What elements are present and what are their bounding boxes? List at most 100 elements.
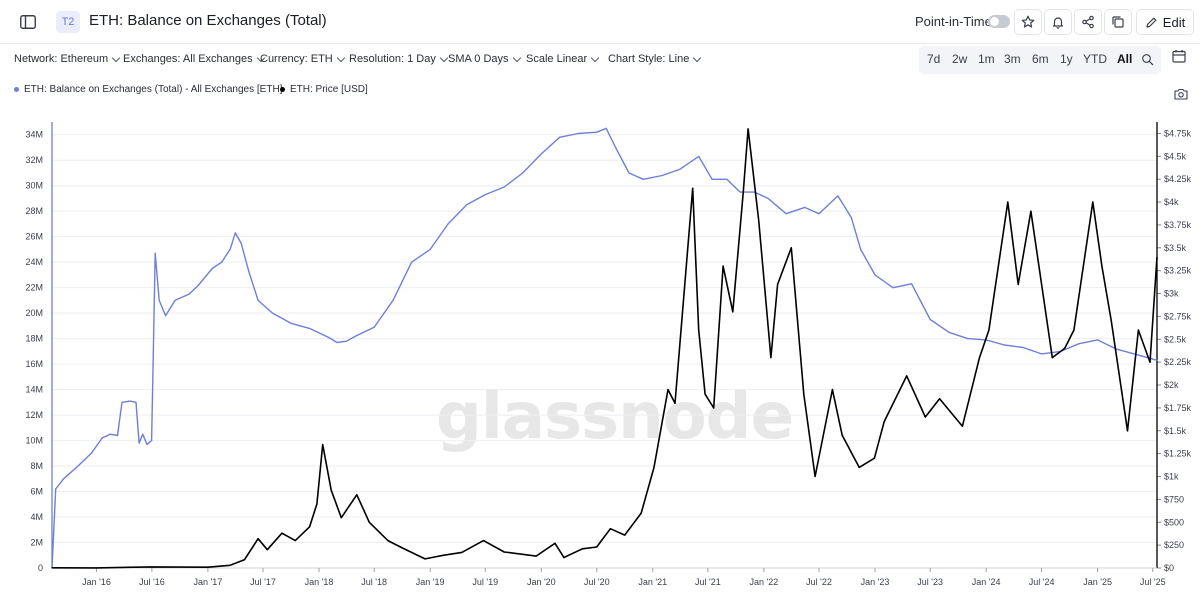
x-tick-label: Jul '17 [250, 577, 276, 587]
price-point [243, 559, 246, 561]
filter-chart-style[interactable]: Chart Style: Line [608, 53, 702, 65]
series-line-balance [51, 127, 1158, 569]
favorite-button[interactable] [1014, 9, 1042, 35]
balance-point [135, 401, 137, 403]
filter-scale-label: Scale Linear [526, 53, 588, 65]
y-right-tick-label: $3.25k [1164, 266, 1192, 276]
x-tick-label: Jan '23 [861, 577, 890, 587]
y-left-tick-label: 6M [30, 487, 43, 497]
price-point [151, 566, 153, 568]
price-point [340, 517, 342, 519]
x-tick-label: Jan '24 [972, 577, 1001, 587]
price-point [581, 548, 584, 550]
filter-scale[interactable]: Scale Linear [526, 53, 600, 65]
price-point [51, 567, 53, 569]
price-point [266, 549, 268, 551]
y-right-tick-label: $1k [1164, 472, 1179, 482]
y-left-tick-label: 32M [25, 155, 43, 165]
price-point [742, 192, 744, 194]
chevron-down-icon [693, 53, 702, 62]
share-button[interactable] [1074, 9, 1102, 35]
range-1m[interactable]: 1m [978, 52, 995, 66]
y-right-tick-label: $3.75k [1164, 220, 1192, 230]
y-left-tick-label: 10M [25, 436, 43, 446]
balance-point [221, 261, 223, 263]
edit-button[interactable]: Edit [1136, 9, 1194, 35]
balance-point [197, 284, 200, 286]
balance-point [948, 331, 950, 333]
filter-sma[interactable]: SMA 0 Days [448, 53, 521, 65]
legend-item-balance[interactable]: ETH: Balance on Exchanges (Total) - All … [14, 84, 282, 95]
filter-exchanges[interactable]: Exchanges: All Exchanges [123, 53, 265, 65]
chevron-down-icon [439, 53, 449, 62]
balance-point [234, 232, 236, 234]
balance-point [929, 318, 931, 321]
y-left-tick-label: 2M [30, 538, 43, 548]
balance-point [967, 338, 969, 340]
range-all[interactable]: All [1117, 52, 1133, 66]
range-3m[interactable]: 3m [1004, 52, 1021, 66]
price-point [563, 556, 565, 559]
balance-point [129, 400, 131, 402]
time-range-selector: 7d 2w 1m 3m 6m 1y YTD All [919, 46, 1161, 74]
range-7d[interactable]: 7d [927, 52, 941, 66]
alert-button[interactable] [1044, 9, 1072, 35]
sidebar-toggle-icon[interactable] [16, 10, 40, 34]
bell-icon [1052, 17, 1064, 29]
balance-point [308, 327, 311, 330]
price-point [624, 534, 626, 536]
price-point [692, 187, 694, 189]
filter-network[interactable]: Network: Ethereum [14, 53, 121, 65]
balance-point [1156, 359, 1158, 361]
x-tick-label: Jul '24 [1029, 577, 1055, 587]
range-ytd[interactable]: YTD [1083, 52, 1107, 66]
edit-button-label: Edit [1162, 14, 1186, 30]
price-point [674, 402, 676, 404]
filter-currency[interactable]: Currency: ETH [260, 53, 345, 65]
balance-point [257, 299, 259, 301]
balance-point [1003, 344, 1006, 346]
camera-icon[interactable] [1174, 87, 1188, 100]
price-point [503, 551, 505, 553]
y-right-tick-label: $500 [1164, 517, 1184, 527]
filter-resolution[interactable]: Resolution: 1 Day [349, 53, 449, 65]
balance-point [558, 136, 561, 138]
balance-point [785, 213, 787, 215]
duplicate-button[interactable] [1104, 9, 1132, 35]
y-left-tick-label: 0 [38, 563, 43, 573]
price-point [1101, 265, 1103, 267]
zoom-range-icon[interactable] [1141, 53, 1154, 71]
point-in-time-toggle[interactable] [988, 15, 1010, 28]
legend-item-price[interactable]: ETH: Price [USD] [280, 84, 368, 95]
x-tick-label: Jan '25 [1083, 577, 1112, 587]
balance-point [229, 248, 231, 251]
balance-point [373, 326, 375, 328]
balance-point [392, 299, 394, 301]
balance-point [804, 206, 806, 208]
range-1y[interactable]: 1y [1060, 52, 1073, 66]
price-point [424, 558, 426, 560]
balance-point [605, 127, 607, 129]
chart-area: glassnode 0 2M 4M 6M 8M 10M 12M 14M 16M 18M 20M 22M… [0, 100, 1200, 598]
balance-point [158, 299, 160, 301]
price-point [640, 512, 642, 514]
balance-point [345, 340, 348, 342]
chart-svg: 0 2M 4M 6M 8M 10M 12M 14M 16M 18M 20M 22M 24M 26M 28M 3… [25, 122, 1192, 587]
balance-point [484, 194, 486, 196]
price-point [883, 421, 885, 423]
x-tick-label: Jul '19 [472, 577, 498, 587]
chart-toolbar: Network: Ethereum Exchanges: All Exchang… [0, 44, 1200, 76]
y-left-tick-label: 22M [25, 283, 43, 293]
range-2w[interactable]: 2w [952, 52, 968, 66]
range-6m[interactable]: 6m [1032, 52, 1049, 66]
y-left-tick-label: 34M [25, 130, 43, 140]
y-left-tick-label: 8M [30, 461, 43, 471]
price-point [988, 329, 990, 331]
price-point [1051, 356, 1053, 359]
y-left-tick-label: 28M [25, 206, 43, 216]
balance-point [248, 270, 250, 272]
price-point [461, 551, 463, 554]
x-tick-label: Jul '22 [806, 577, 832, 587]
copy-icon [1112, 16, 1124, 28]
calendar-icon[interactable] [1172, 49, 1188, 65]
